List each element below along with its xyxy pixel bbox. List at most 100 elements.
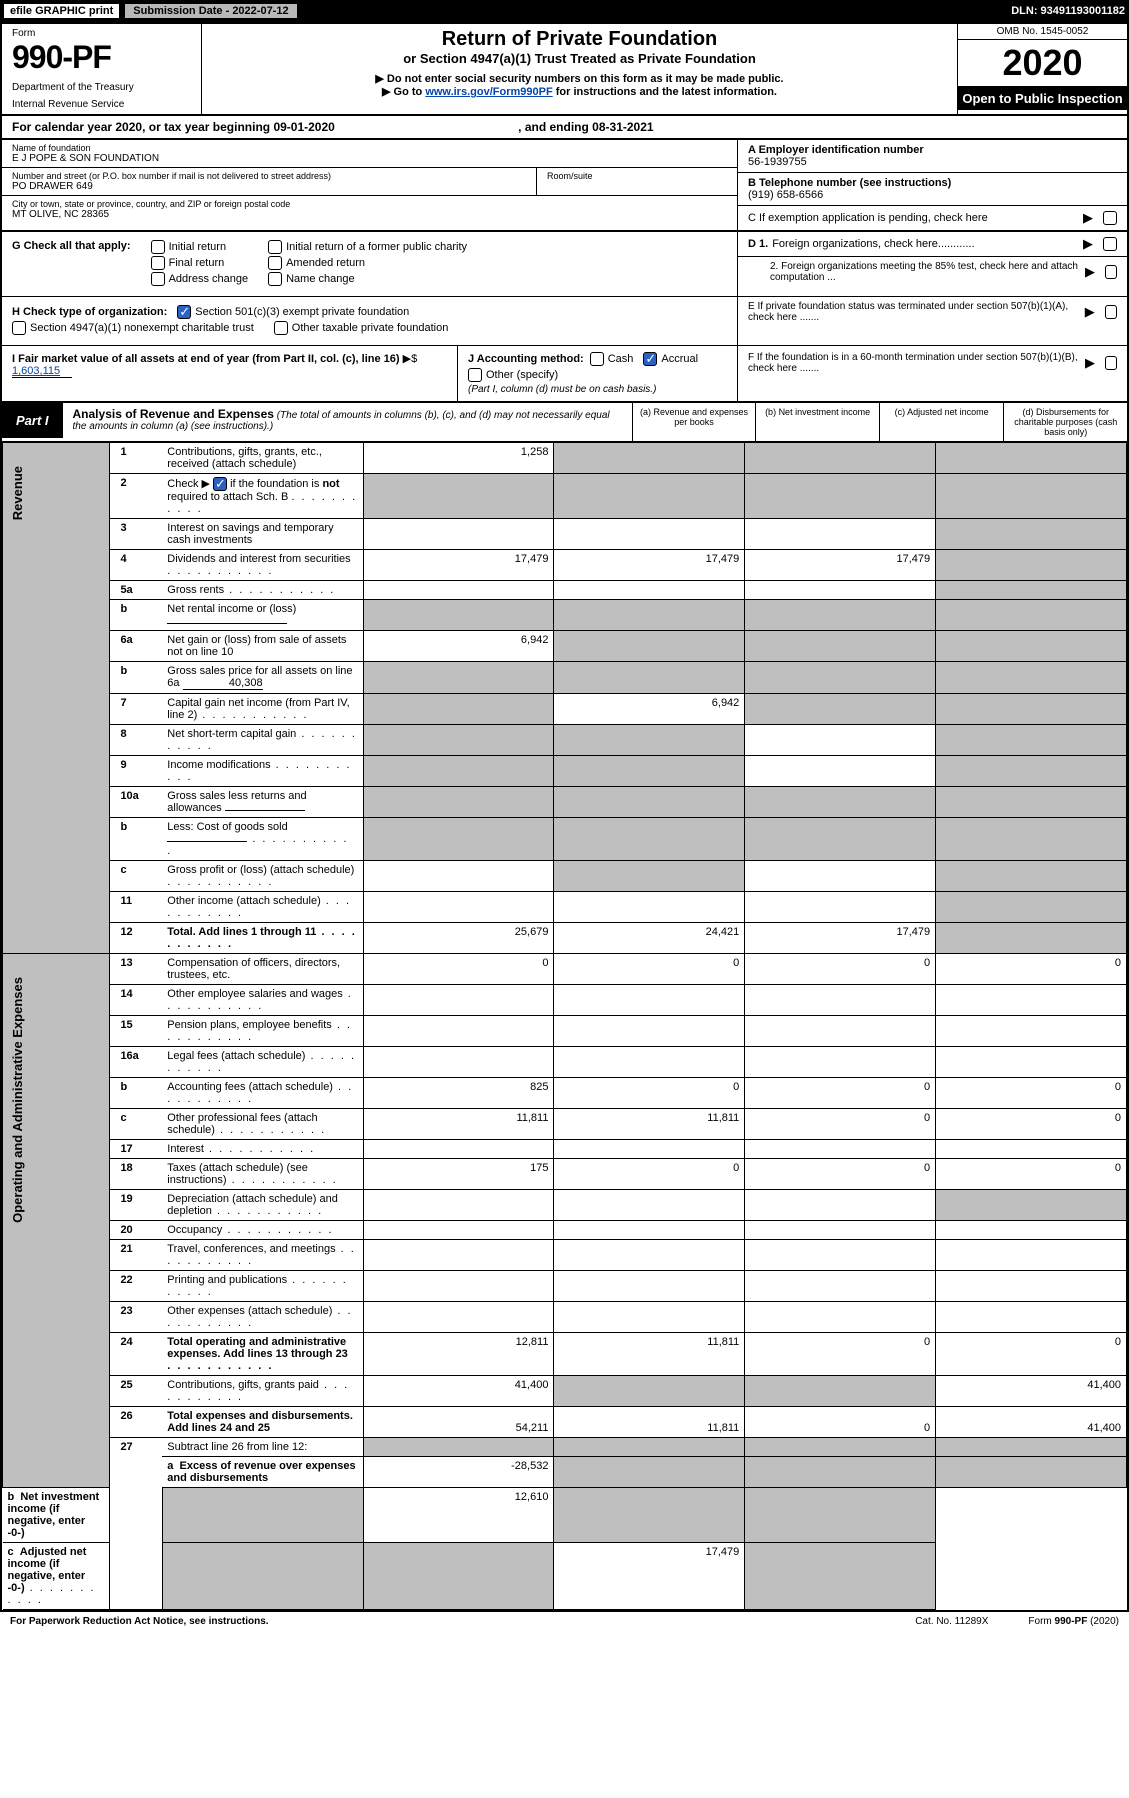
line-18-a: 175 <box>363 1159 554 1190</box>
form-title: Return of Private Foundation <box>222 28 937 51</box>
sch-b-checkbox[interactable]: ✓ <box>213 477 227 491</box>
f-label: F If the foundation is in a 60-month ter… <box>748 352 1085 374</box>
city-label: City or town, state or province, country… <box>12 199 727 209</box>
e-checkbox[interactable] <box>1105 305 1117 319</box>
line-27c-c: 17,479 <box>554 1543 745 1610</box>
table-row: 22Printing and publications <box>3 1271 1127 1302</box>
d2-checkbox[interactable] <box>1105 265 1117 279</box>
4947-label: Section 4947(a)(1) nonexempt charitable … <box>30 322 254 334</box>
accrual-label: Accrual <box>661 353 698 365</box>
table-row: cOther professional fees (attach schedul… <box>3 1109 1127 1140</box>
line-16b-b: 0 <box>554 1078 745 1109</box>
line-16c-a: 11,811 <box>363 1109 554 1140</box>
line-10c-num: c <box>110 861 162 892</box>
table-row: 4Dividends and interest from securities1… <box>3 550 1127 581</box>
other-taxable-checkbox[interactable] <box>274 321 288 335</box>
table-row: bGross sales price for all assets on lin… <box>3 662 1127 694</box>
line-7-desc: Capital gain net income (from Part IV, l… <box>162 694 363 725</box>
table-row: 2Check ▶ ✓ if the foundation is not requ… <box>3 474 1127 519</box>
amended-return-checkbox[interactable] <box>268 256 282 270</box>
line-21-desc: Travel, conferences, and meetings <box>162 1240 363 1271</box>
line-3-desc: Interest on savings and temporary cash i… <box>162 519 363 550</box>
exemption-checkbox[interactable] <box>1103 211 1117 225</box>
foundation-name-row: Name of foundation E J POPE & SON FOUNDA… <box>2 140 737 168</box>
accrual-checkbox[interactable] <box>643 352 657 366</box>
d2-row: 2. Foreign organizations meeting the 85%… <box>738 257 1127 287</box>
line-13-d: 0 <box>936 954 1127 985</box>
line-4-c: 17,479 <box>745 550 936 581</box>
initial-return-label: Initial return <box>169 241 226 253</box>
ein-label: A Employer identification number <box>748 144 1117 156</box>
j-note: (Part I, column (d) must be on cash basi… <box>468 384 727 395</box>
amended-return-label: Amended return <box>286 257 365 269</box>
line-20-num: 20 <box>110 1221 162 1240</box>
cash-checkbox[interactable] <box>590 352 604 366</box>
i-section: I Fair market value of all assets at end… <box>2 346 457 401</box>
fmv-value[interactable]: 1,603,115 <box>12 365 72 378</box>
part-i-header: Part I Analysis of Revenue and Expenses … <box>2 403 1127 442</box>
final-return-checkbox[interactable] <box>151 256 165 270</box>
form-number: 990-PF <box>12 39 191 76</box>
table-row: bNet rental income or (loss) <box>3 600 1127 631</box>
line-16b-a: 825 <box>363 1078 554 1109</box>
line-27b-desc: b Net investment income (if negative, en… <box>3 1488 110 1543</box>
line-17-desc: Interest <box>162 1140 363 1159</box>
line-9-num: 9 <box>110 756 162 787</box>
catalog-number: Cat. No. 11289X <box>915 1616 988 1627</box>
4947-checkbox[interactable] <box>12 321 26 335</box>
d1-checkbox[interactable] <box>1103 237 1117 251</box>
info-left: Name of foundation E J POPE & SON FOUNDA… <box>2 140 737 230</box>
line-9-desc: Income modifications <box>162 756 363 787</box>
line-24-num: 24 <box>110 1333 162 1376</box>
irs-link[interactable]: www.irs.gov/Form990PF <box>425 86 552 98</box>
line-24-desc: Total operating and administrative expen… <box>162 1333 363 1376</box>
table-row: Revenue 1Contributions, gifts, grants, e… <box>3 443 1127 474</box>
table-row: cGross profit or (loss) (attach schedule… <box>3 861 1127 892</box>
form-ref: Form 990-PF (2020) <box>1028 1616 1119 1627</box>
line-6b-num: b <box>110 662 162 694</box>
col-a-header: (a) Revenue and expenses per books <box>632 403 756 441</box>
ein-row: A Employer identification number 56-1939… <box>738 140 1127 173</box>
line-10b-desc: Less: Cost of goods sold <box>162 818 363 861</box>
line-22-desc: Printing and publications <box>162 1271 363 1302</box>
line-26-b: 11,811 <box>554 1407 745 1438</box>
former-charity-checkbox[interactable] <box>268 240 282 254</box>
line-25-desc: Contributions, gifts, grants paid <box>162 1376 363 1407</box>
table-row: 3Interest on savings and temporary cash … <box>3 519 1127 550</box>
line-14-num: 14 <box>110 985 162 1016</box>
line-7-num: 7 <box>110 694 162 725</box>
line-12-desc: Total. Add lines 1 through 11 <box>162 923 363 954</box>
line-18-num: 18 <box>110 1159 162 1190</box>
dept-treasury: Department of the Treasury <box>12 82 191 93</box>
f-section: F If the foundation is in a 60-month ter… <box>737 346 1127 401</box>
initial-return-checkbox[interactable] <box>151 240 165 254</box>
line-13-num: 13 <box>110 954 162 985</box>
former-charity-label: Initial return of a former public charit… <box>286 241 467 253</box>
efile-badge: efile GRAPHIC print <box>4 4 119 18</box>
revenue-expense-table: Revenue 1Contributions, gifts, grants, e… <box>2 442 1127 1610</box>
name-change-checkbox[interactable] <box>268 272 282 286</box>
table-row: 27Subtract line 26 from line 12: <box>3 1438 1127 1457</box>
table-row: 25Contributions, gifts, grants paid41,40… <box>3 1376 1127 1407</box>
line-16b-d: 0 <box>936 1078 1127 1109</box>
line-13-desc: Compensation of officers, directors, tru… <box>162 954 363 985</box>
header-center: Return of Private Foundation or Section … <box>202 24 957 114</box>
form-container: Form 990-PF Department of the Treasury I… <box>0 22 1129 1612</box>
table-row: 21Travel, conferences, and meetings <box>3 1240 1127 1271</box>
table-row: bAccounting fees (attach schedule)825000 <box>3 1078 1127 1109</box>
final-return-label: Final return <box>169 257 225 269</box>
other-method-checkbox[interactable] <box>468 368 482 382</box>
street-address: Number and street (or P.O. box number if… <box>2 168 537 195</box>
line-23-desc: Other expenses (attach schedule) <box>162 1302 363 1333</box>
e-label: E If private foundation status was termi… <box>748 301 1085 323</box>
501c3-checkbox[interactable] <box>177 305 191 319</box>
f-checkbox[interactable] <box>1105 356 1117 370</box>
address-change-checkbox[interactable] <box>151 272 165 286</box>
line-22-num: 22 <box>110 1271 162 1302</box>
table-row: 19Depreciation (attach schedule) and dep… <box>3 1190 1127 1221</box>
table-row: 6aNet gain or (loss) from sale of assets… <box>3 631 1127 662</box>
line-4-desc: Dividends and interest from securities <box>162 550 363 581</box>
line-18-b: 0 <box>554 1159 745 1190</box>
line-2-desc: Check ▶ ✓ if the foundation is not requi… <box>162 474 363 519</box>
j-section: J Accounting method: Cash Accrual Other … <box>457 346 737 401</box>
